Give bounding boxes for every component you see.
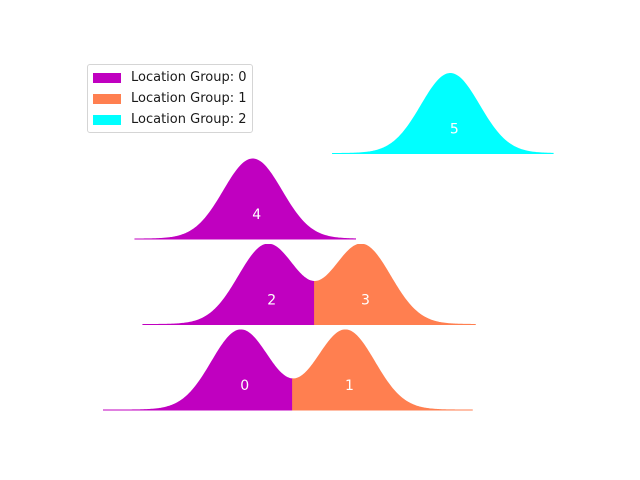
density-area-level-1-segment-1 bbox=[314, 244, 476, 325]
legend-item-group-2: Location Group: 2 bbox=[93, 109, 246, 130]
peak-label-1: 1 bbox=[345, 378, 354, 394]
legend-item-group-0: Location Group: 0 bbox=[93, 67, 246, 88]
density-area-level-0-segment-0 bbox=[103, 329, 294, 411]
density-area-level-3-segment-0 bbox=[332, 73, 554, 154]
legend-label-group-0: Location Group: 0 bbox=[131, 70, 247, 85]
legend-label-group-1: Location Group: 1 bbox=[131, 91, 247, 106]
density-area-level-1-segment-0 bbox=[142, 244, 316, 325]
peak-label-3: 3 bbox=[361, 293, 370, 309]
peak-label-5: 5 bbox=[450, 122, 459, 138]
legend-item-group-1: Location Group: 1 bbox=[93, 88, 246, 109]
peak-label-4: 4 bbox=[252, 207, 261, 223]
peak-label-2: 2 bbox=[267, 293, 276, 309]
legend-label-group-2: Location Group: 2 bbox=[131, 112, 247, 127]
legend-swatch-group-0 bbox=[93, 72, 121, 83]
legend: Location Group: 0 Location Group: 1 Loca… bbox=[87, 64, 254, 133]
legend-swatch-group-2 bbox=[93, 114, 121, 125]
density-area-level-0-segment-1 bbox=[292, 329, 473, 411]
legend-swatch-group-1 bbox=[93, 93, 121, 104]
peak-label-0: 0 bbox=[240, 378, 249, 394]
density-area-level-2-segment-0 bbox=[134, 158, 356, 240]
